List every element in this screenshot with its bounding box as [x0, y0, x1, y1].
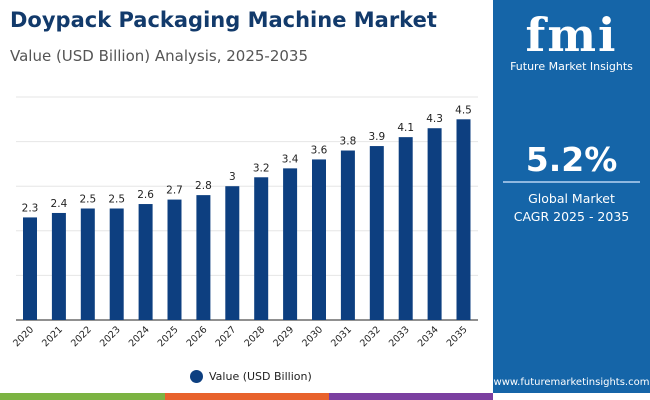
data-label: 2.5	[79, 194, 96, 206]
cagr-label: Global Market CAGR 2025 - 2035	[493, 190, 650, 226]
x-tick-label: 2034	[416, 324, 441, 349]
bar	[427, 128, 442, 320]
data-label: 3.4	[282, 153, 299, 165]
bar	[254, 177, 269, 320]
x-tick-label: 2030	[300, 324, 325, 349]
data-label: 2.5	[108, 194, 125, 206]
bar	[196, 195, 211, 320]
logo-text: Future Market Insights	[510, 60, 633, 73]
x-tick-label: 2029	[271, 324, 296, 349]
data-label: 4.3	[426, 113, 443, 125]
x-tick-label: 2031	[329, 324, 354, 349]
bar	[369, 146, 384, 320]
legend-label: Value (USD Billion)	[209, 370, 312, 383]
color-strip-orange	[165, 393, 329, 400]
bar	[109, 208, 124, 320]
x-tick-label: 2026	[185, 324, 210, 349]
data-label: 2.7	[166, 185, 183, 197]
bar	[456, 119, 471, 320]
bar	[138, 204, 153, 320]
data-label: 3.6	[311, 144, 328, 156]
divider	[503, 181, 640, 183]
chart-title: Doypack Packaging Machine Market	[10, 8, 437, 32]
color-strip-purple	[329, 393, 493, 400]
x-tick-label: 2020	[11, 324, 36, 349]
logo-mark: fmi	[525, 8, 618, 62]
cagr-label-line2: CAGR 2025 - 2035	[513, 209, 630, 224]
data-label: 3	[229, 171, 236, 183]
bar	[80, 208, 95, 320]
data-label: 2.4	[51, 198, 68, 210]
legend: Value (USD Billion)	[190, 370, 312, 383]
data-label: 2.6	[137, 189, 154, 201]
cagr-label-line1: Global Market	[528, 191, 615, 206]
bar	[225, 186, 240, 320]
data-label: 2.8	[195, 180, 212, 192]
x-tick-label: 2035	[445, 324, 470, 349]
bar	[167, 199, 182, 320]
x-tick-label: 2032	[358, 324, 383, 349]
x-tick-label: 2022	[69, 324, 94, 349]
color-strip-green	[0, 393, 165, 400]
x-tick-label: 2023	[98, 324, 123, 349]
data-label: 3.2	[253, 162, 270, 174]
bar	[51, 212, 66, 320]
x-tick-label: 2033	[387, 324, 412, 349]
cagr-value: 5.2%	[525, 140, 618, 179]
x-tick-label: 2028	[242, 324, 267, 349]
x-tick-label: 2024	[127, 324, 152, 349]
fmi-logo: fmi Future Market Insights	[493, 10, 650, 73]
info-panel: fmi Future Market Insights 5.2% Global M…	[493, 0, 650, 393]
bar	[283, 168, 298, 320]
chart-subtitle: Value (USD Billion) Analysis, 2025-2035	[10, 47, 308, 65]
data-label: 4.5	[455, 104, 472, 116]
x-tick-label: 2021	[40, 324, 65, 349]
x-tick-label: 2025	[156, 324, 181, 349]
data-label: 2.3	[22, 202, 39, 214]
bar	[340, 150, 355, 320]
data-label: 3.9	[368, 131, 385, 143]
x-tick-label: 2027	[214, 324, 239, 349]
data-label: 3.8	[340, 136, 357, 148]
bar	[23, 217, 37, 320]
data-label: 4.1	[397, 122, 414, 134]
bar	[312, 159, 326, 320]
bar	[398, 137, 413, 320]
website-link[interactable]: www.futuremarketinsights.com	[493, 377, 650, 388]
bar-chart: 2.3 2020 2.4 2021 2.5 2022 2.5 2023 2.6 2024 2.7 20…	[11, 96, 478, 349]
legend-swatch	[190, 370, 203, 383]
